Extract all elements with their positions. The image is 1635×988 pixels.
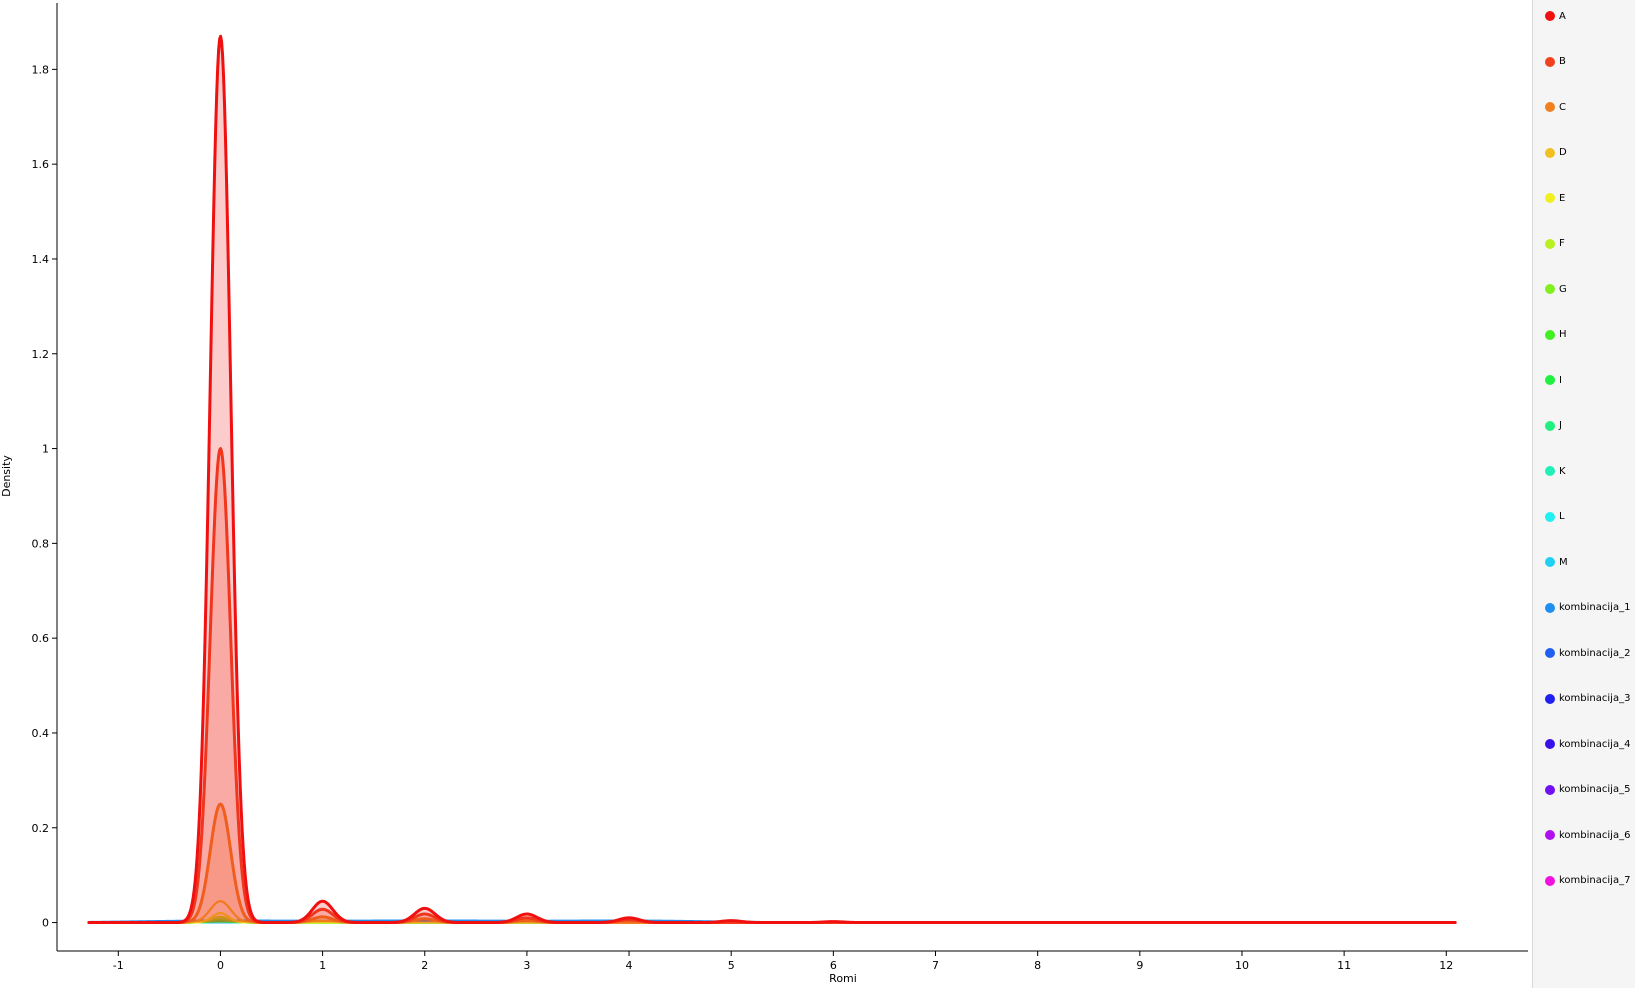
legend-label: G xyxy=(1559,283,1567,295)
legend-label: kombinacija_7 xyxy=(1559,875,1631,886)
x-tick-label: 5 xyxy=(728,959,735,972)
legend-item-m[interactable]: M xyxy=(1545,554,1568,570)
series-area-a xyxy=(87,36,1457,923)
legend-item-kombinacija-6[interactable]: kombinacija_6 xyxy=(1545,827,1630,843)
legend-label: E xyxy=(1559,192,1566,204)
legend-item-kombinacija-4[interactable]: kombinacija_4 xyxy=(1545,736,1630,752)
series-line-d xyxy=(87,900,1457,924)
x-tick-label: 9 xyxy=(1136,959,1143,972)
series-line-b xyxy=(87,447,1458,925)
legend-swatch xyxy=(1545,193,1555,203)
x-tick-label: 2 xyxy=(421,959,428,972)
legend-swatch xyxy=(1545,602,1555,613)
legend-swatch xyxy=(1545,284,1555,294)
x-tick-label: -1 xyxy=(113,959,124,972)
legend-label: C xyxy=(1559,101,1566,113)
x-tick-label: 0 xyxy=(217,959,224,972)
legend-label: I xyxy=(1559,374,1562,386)
y-tick-label: 1.6 xyxy=(32,158,50,171)
legend-swatch xyxy=(1545,875,1555,886)
legend-item-d[interactable]: D xyxy=(1545,145,1567,161)
y-tick-label: 1 xyxy=(42,443,49,456)
y-tick-label: 1.4 xyxy=(32,253,50,266)
legend-label: F xyxy=(1559,238,1565,249)
axes-layer: -1 0 1 2 3 4 5 6 7 8 9 10 11 1200.20.40.60.811.21.41.… xyxy=(32,3,1528,972)
y-tick-label: 0.8 xyxy=(32,537,50,550)
legend-swatch xyxy=(1545,102,1555,112)
legend-item-kombinacija-2[interactable]: kombinacija_2 xyxy=(1545,645,1630,661)
x-tick-label: 10 xyxy=(1235,959,1249,972)
legend-swatch xyxy=(1545,830,1555,840)
y-tick-label: 0.6 xyxy=(32,632,50,645)
legend-label: B xyxy=(1559,56,1566,67)
x-tick-label: 4 xyxy=(626,959,633,972)
y-tick-label: 0.4 xyxy=(32,727,50,740)
legend-swatch xyxy=(1545,511,1555,522)
legend-swatch xyxy=(1545,375,1555,385)
legend-item-l[interactable]: L xyxy=(1545,509,1565,525)
x-tick-label: 3 xyxy=(523,959,530,972)
x-tick-label: 7 xyxy=(932,959,939,972)
legend-item-j[interactable]: J xyxy=(1545,418,1562,434)
legend-swatch xyxy=(1545,238,1555,249)
legend-item-a[interactable]: A xyxy=(1545,8,1566,24)
x-axis-title: Romi xyxy=(829,972,857,985)
plot-area: -1 0 1 2 3 4 5 6 7 8 9 10 11 1200.20.40.60.811.21.41.… xyxy=(0,3,1528,985)
legend-swatch xyxy=(1545,56,1555,67)
legend-swatch xyxy=(1545,784,1555,795)
legend-item-f[interactable]: F xyxy=(1545,236,1565,252)
legend-label: D xyxy=(1559,147,1567,158)
legend-swatch xyxy=(1545,648,1555,658)
legend-swatch xyxy=(1545,420,1555,431)
legend-swatch xyxy=(1545,557,1555,567)
y-tick-label: 1.2 xyxy=(32,348,50,361)
legend-item-g[interactable]: G xyxy=(1545,281,1567,297)
legend-label: M xyxy=(1559,556,1568,568)
legend-label: H xyxy=(1559,329,1567,340)
legend-label: J xyxy=(1559,420,1562,431)
legend-item-kombinacija-7[interactable]: kombinacija_7 xyxy=(1545,873,1630,889)
series-layer xyxy=(87,34,1458,925)
y-tick-label: 1.8 xyxy=(32,63,50,76)
legend-swatch xyxy=(1545,693,1555,704)
series-area-b xyxy=(87,448,1457,923)
legend-item-k[interactable]: K xyxy=(1545,463,1566,479)
legend-label: kombinacija_2 xyxy=(1559,647,1631,659)
legend-label: kombinacija_4 xyxy=(1559,738,1631,750)
series-line-a xyxy=(87,34,1458,925)
x-tick-label: 11 xyxy=(1337,959,1351,972)
legend-swatch xyxy=(1545,466,1555,476)
legend-item-kombinacija-3[interactable]: kombinacija_3 xyxy=(1545,691,1630,707)
legend-label: kombinacija_3 xyxy=(1559,693,1631,704)
legend-item-kombinacija-1[interactable]: kombinacija_1 xyxy=(1545,600,1630,616)
x-tick-label: 6 xyxy=(830,959,837,972)
y-tick-label: 0.2 xyxy=(32,822,50,835)
y-axis-title: Density xyxy=(0,455,13,497)
y-tick-label: 0 xyxy=(42,917,49,930)
legend-item-h[interactable]: H xyxy=(1545,327,1567,343)
legend-swatch xyxy=(1545,11,1555,21)
legend-swatch xyxy=(1545,329,1555,340)
x-tick-label: 8 xyxy=(1034,959,1041,972)
legend-label: K xyxy=(1559,465,1566,477)
legend-item-e[interactable]: E xyxy=(1545,190,1565,206)
legend-label: kombinacija_1 xyxy=(1559,602,1631,613)
x-tick-label: 12 xyxy=(1439,959,1453,972)
legend-label: kombinacija_5 xyxy=(1559,784,1631,795)
legend-item-b[interactable]: B xyxy=(1545,54,1566,70)
legend-label: L xyxy=(1559,511,1565,522)
legend-swatch xyxy=(1545,739,1555,749)
legend-item-c[interactable]: C xyxy=(1545,99,1566,115)
legend-item-i[interactable]: I xyxy=(1545,372,1562,388)
x-tick-label: 1 xyxy=(319,959,326,972)
legend-label: kombinacija_6 xyxy=(1559,829,1631,841)
legend-label: A xyxy=(1559,10,1566,22)
legend-swatch xyxy=(1545,147,1555,158)
legend-item-kombinacija-5[interactable]: kombinacija_5 xyxy=(1545,782,1630,798)
series-line-c xyxy=(87,802,1458,925)
series-area-c xyxy=(87,804,1457,923)
